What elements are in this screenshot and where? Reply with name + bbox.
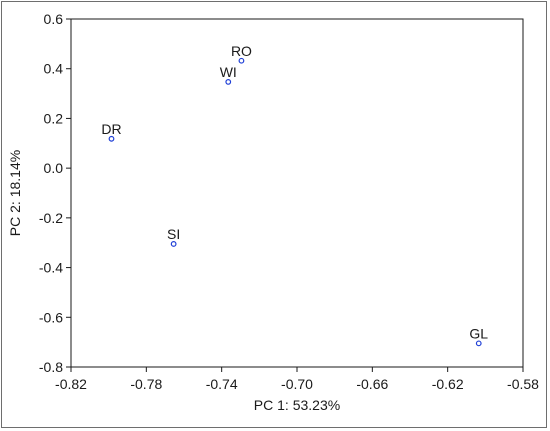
x-tick-label: -0.74 (206, 376, 238, 392)
y-tick-label: -0.2 (39, 210, 63, 226)
x-tick-label: -0.70 (281, 376, 313, 392)
point-label-si: SI (167, 226, 180, 242)
x-axis-title: PC 1: 53.23% (254, 397, 340, 413)
y-tick-label: 0.4 (44, 61, 64, 77)
x-axis-ticks: -0.82 -0.78 -0.74 -0.70 -0.66 -0.62 -0.58 (55, 367, 539, 392)
data-point-si (170, 241, 177, 247)
y-tick-label: -0.4 (39, 260, 63, 276)
data-point-dr (108, 135, 115, 142)
point-label-gl: GL (469, 325, 488, 341)
x-tick-label: -0.58 (507, 376, 539, 392)
data-point-wi (225, 78, 232, 85)
x-tick-label: -0.66 (356, 376, 388, 392)
y-axis-ticks: 0.6 0.4 0.2 0.0 -0.2 -0.4 -0.6 -0.8 (39, 11, 71, 375)
data-points: RO WI DR SI GL (101, 43, 488, 347)
y-tick-label: 0.6 (44, 11, 64, 27)
point-label-dr: DR (101, 121, 121, 137)
x-tick-label: -0.78 (130, 376, 162, 392)
point-label-ro: RO (231, 43, 252, 59)
y-tick-label: 0.0 (44, 160, 64, 176)
x-tick-label: -0.62 (432, 376, 464, 392)
y-tick-label: -0.6 (39, 309, 63, 325)
data-point-gl (475, 340, 482, 347)
y-tick-label: 0.2 (44, 110, 64, 126)
x-tick-label: -0.82 (55, 376, 87, 392)
y-axis-title: PC 2: 18.14% (7, 150, 23, 236)
plot-area (70, 18, 524, 368)
y-tick-label: -0.8 (39, 359, 63, 375)
point-label-wi: WI (220, 64, 237, 80)
data-point-ro (238, 57, 245, 64)
